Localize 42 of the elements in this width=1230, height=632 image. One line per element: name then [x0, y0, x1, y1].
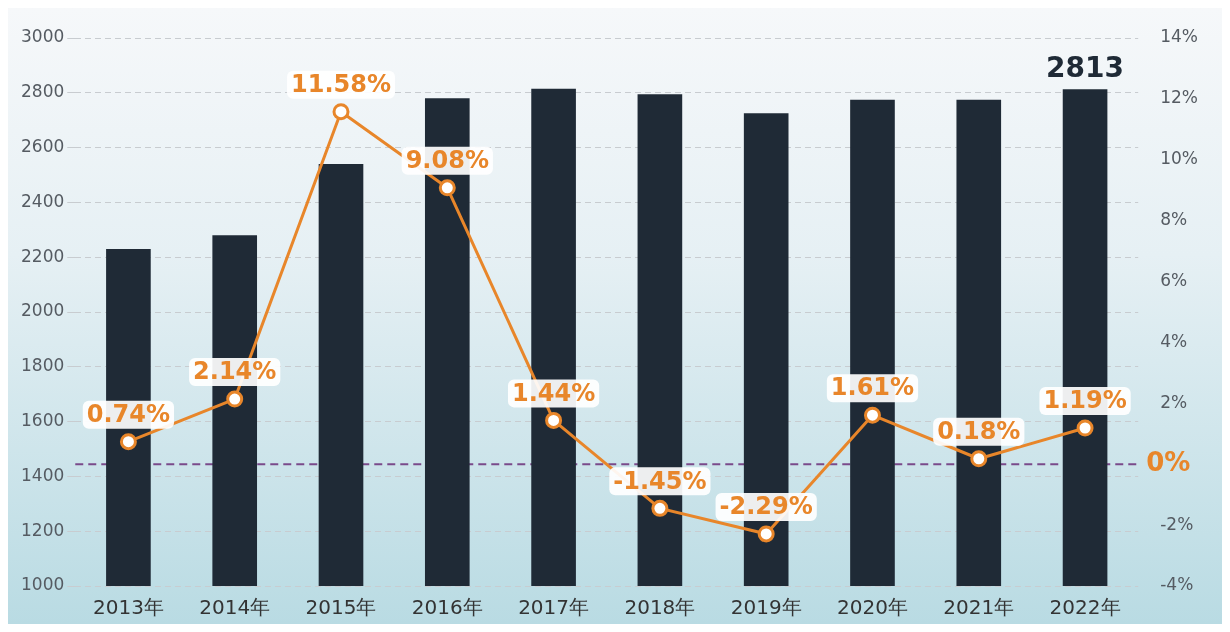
x-tick-label: 2014年: [199, 595, 271, 620]
y-tick-label: 1800: [21, 355, 65, 376]
y2-tick-label: 14%: [1160, 26, 1199, 47]
y-tick-label: 2200: [21, 245, 65, 266]
y2-tick-label: -2%: [1160, 513, 1194, 534]
y-tick-label: 2800: [21, 81, 65, 102]
x-tick-label: 2013年: [92, 595, 164, 620]
y-tick-label: 3000: [21, 26, 65, 47]
data-label: 2813: [1046, 50, 1125, 84]
y-tick-label: 1200: [21, 519, 65, 540]
data-label: -1.45%: [613, 466, 707, 495]
y2-tick-label: 10%: [1160, 148, 1199, 169]
y2-tick-label: -4%: [1160, 574, 1194, 595]
data-label: 1.19%: [1043, 386, 1127, 415]
x-tick-label: 2015年: [305, 595, 377, 620]
x-tick-label: 2020年: [837, 595, 908, 620]
y2-tick-label: 6%: [1160, 269, 1188, 290]
data-label: 1.61%: [830, 373, 915, 402]
data-label: -2.29%: [719, 492, 813, 521]
y-tick-label: 2400: [21, 190, 65, 211]
ref-line-label: 0%: [1146, 446, 1191, 477]
data-label: 9.08%: [405, 146, 489, 175]
data-label: 1.44%: [511, 378, 596, 407]
x-tick-label: 2018年: [624, 595, 696, 620]
y-tick-label: 1000: [21, 574, 65, 595]
y2-tick-label: 12%: [1160, 87, 1199, 108]
y2-tick-label: 8%: [1160, 209, 1188, 230]
x-tick-label: 2017年: [518, 595, 590, 620]
x-tick-label: 2021年: [943, 595, 1015, 620]
data-label: 0.74%: [86, 399, 171, 428]
y-tick-label: 1600: [21, 410, 65, 431]
x-tick-label: 2019年: [730, 595, 802, 620]
data-label: 2.14%: [193, 357, 277, 386]
data-label: 0.18%: [937, 416, 1021, 445]
data-label: 11.58%: [291, 69, 391, 98]
y-tick-label: 2600: [21, 136, 65, 157]
y2-tick-label: 4%: [1160, 330, 1188, 351]
y2-tick-label: 2%: [1160, 391, 1188, 412]
x-tick-label: 2016年: [411, 595, 483, 620]
y-tick-label: 2000: [21, 300, 65, 321]
y-tick-label: 1400: [21, 464, 65, 485]
x-tick-label: 2022年: [1049, 595, 1121, 620]
